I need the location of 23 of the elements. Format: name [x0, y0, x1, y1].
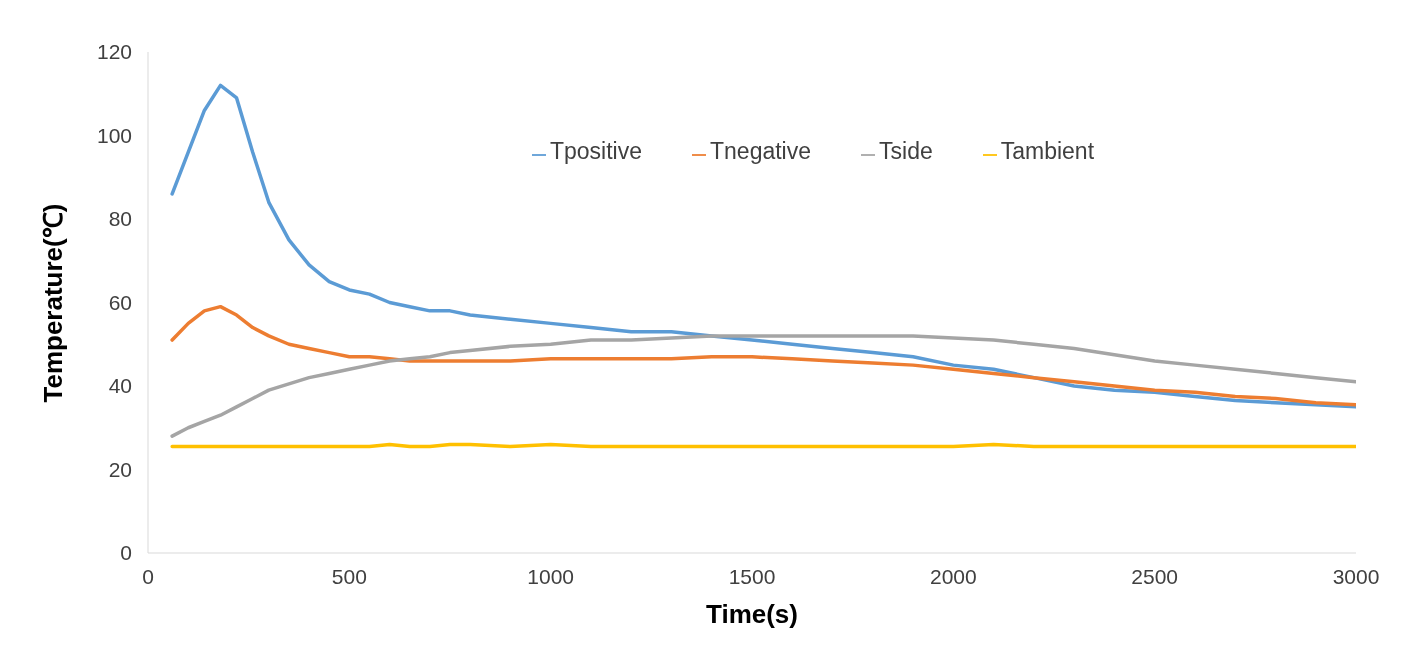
legend-label: Tambient — [1000, 138, 1095, 164]
y-tick-label: 100 — [96, 123, 132, 147]
x-tick-label: 500 — [331, 564, 367, 588]
x-tick-label: 2500 — [1131, 564, 1179, 588]
line-series — [170, 83, 1356, 409]
y-tick-label: 0 — [120, 541, 132, 565]
x-tick-label: 0 — [142, 564, 154, 588]
y-tick-label: 60 — [108, 290, 132, 314]
line-series — [170, 334, 1356, 438]
y-tick-label: 40 — [108, 374, 132, 398]
x-tick-label: 2000 — [929, 564, 977, 588]
x-tick-label: 1500 — [728, 564, 776, 588]
y-axis-title: Temperature(℃) — [38, 203, 69, 403]
legend-label: Tside — [879, 138, 933, 164]
y-tick-label: 120 — [96, 40, 132, 64]
y-tick-label: 80 — [108, 207, 132, 231]
x-axis-title: Time(s) — [706, 599, 798, 629]
line-series — [170, 304, 1356, 407]
legend-label: Tnegative — [710, 138, 812, 164]
x-tick-label: 1000 — [527, 564, 575, 588]
x-tick-label: 3000 — [1332, 564, 1380, 588]
legend-label: Tpositive — [549, 138, 642, 164]
y-tick-label: 20 — [108, 457, 132, 481]
